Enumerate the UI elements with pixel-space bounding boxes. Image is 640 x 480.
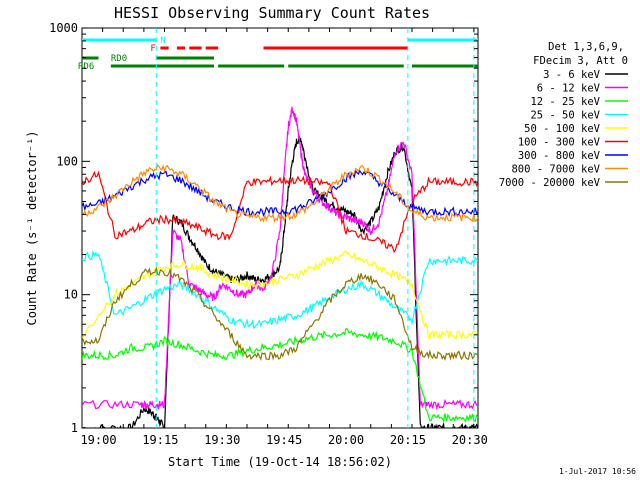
y-axis-label: Count Rate (s⁻¹ detector⁻¹) <box>25 130 39 325</box>
legend-label-1: 6 - 12 keV <box>537 83 601 95</box>
series-line-3 <box>82 249 478 330</box>
y-tick-label-1: 10 <box>64 288 78 302</box>
x-tick-label-3: 19:45 <box>266 433 302 447</box>
chart-title: HESSI Observing Summary Count Rates <box>114 4 430 22</box>
x-axis-label: Start Time (19-Oct-14 18:56:02) <box>168 455 392 469</box>
x-tick-label-4: 20:00 <box>328 433 364 447</box>
y-tick-label-0: 1 <box>71 421 78 435</box>
legend-label-7: 800 - 7000 keV <box>511 164 600 176</box>
x-tick-label-0: 19:00 <box>80 433 116 447</box>
flag-label-rd0: RD0 <box>111 54 127 64</box>
y-tick-label-2: 100 <box>56 154 78 168</box>
plot-frame <box>81 27 479 429</box>
y-axis: 1 10 100 1000 <box>49 21 478 435</box>
x-tick-label-6: 20:30 <box>452 433 488 447</box>
flag-label-n: N <box>160 36 165 46</box>
x-tick-label-2: 19:30 <box>204 433 240 447</box>
legend-label-6: 300 - 800 keV <box>518 150 601 162</box>
flag-label-f: F <box>150 44 155 54</box>
x-tick-label-5: 20:15 <box>390 433 426 447</box>
legend-label-2: 12 - 25 keV <box>530 96 600 108</box>
legend-label-5: 100 - 300 keV <box>518 137 601 149</box>
flag-layer: NF RD0 RD6 <box>78 36 478 72</box>
legend-header-line-2: FDecim 3, Att 0 <box>533 55 628 67</box>
series-line-7 <box>82 163 478 223</box>
legend: Det 1,3,6,9, FDecim 3, Att 0 3 - 6 keV 6 … <box>499 41 628 189</box>
series-line-8 <box>82 265 478 362</box>
series-line-1 <box>82 106 478 411</box>
legend-label-4: 50 - 100 keV <box>524 123 601 135</box>
legend-label-0: 3 - 6 keV <box>543 69 601 81</box>
dashed-lines <box>155 28 475 428</box>
flag-label-rd6: RD6 <box>78 62 94 72</box>
legend-label-3: 25 - 50 keV <box>530 110 600 122</box>
x-tick-label-1: 19:15 <box>142 433 178 447</box>
series-layer <box>82 106 478 428</box>
legend-label-8: 7000 - 20000 keV <box>499 177 601 189</box>
legend-header-line-1: Det 1,3,6,9, <box>548 41 624 53</box>
footer-date: 1-Jul-2017 10:56 <box>559 467 636 476</box>
series-line-5 <box>82 170 478 254</box>
series-line-6 <box>82 169 478 218</box>
y-tick-label-3: 1000 <box>49 21 78 35</box>
series-line-4 <box>82 250 478 341</box>
x-axis: 19:00 19:15 19:30 19:45 20:00 20:15 20:30 <box>80 28 488 447</box>
